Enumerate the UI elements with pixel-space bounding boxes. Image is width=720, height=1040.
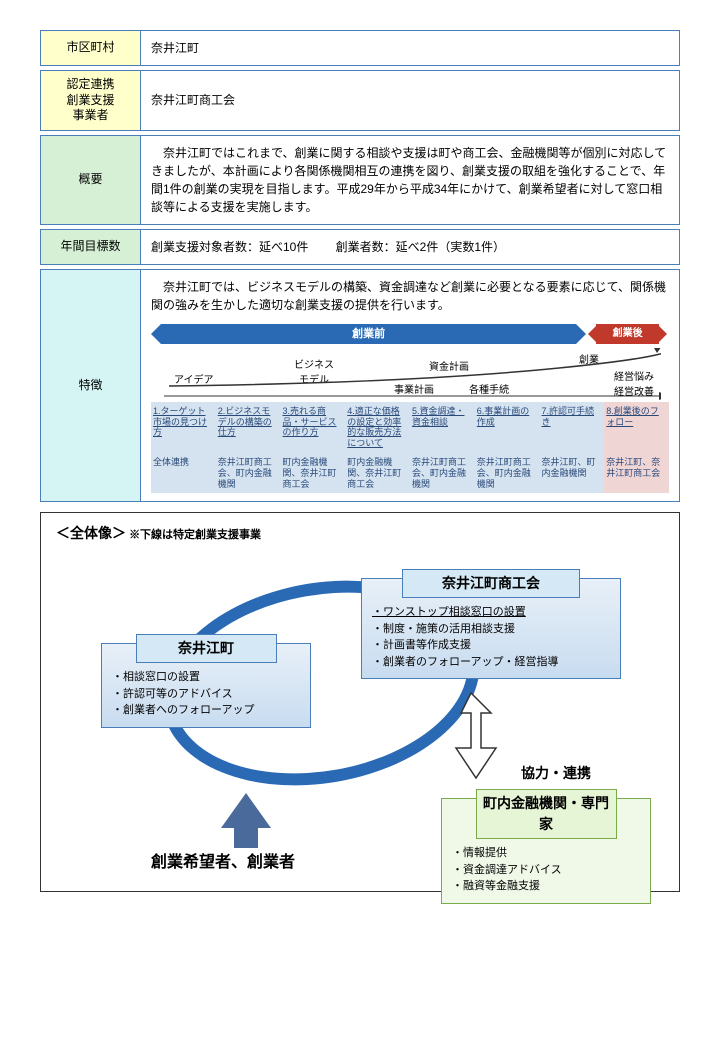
phase-h-0: 1.ターゲット市場の見つけ方 (151, 402, 216, 453)
timeline: 創業前 創業後 アイデア ビジネス モデル 資金計画 創業 経営悩み 経営改善 … (151, 324, 669, 494)
label-municipality: 市区町村 (41, 31, 141, 65)
phase-h-4: 5.資金調達・資金相談 (410, 402, 475, 453)
entity-chamber-title: 奈井江町商工会 (402, 569, 581, 598)
phase-h-1: 2.ビジネスモデルの構築の仕方 (216, 402, 281, 453)
label-certified: 認定連携 創業支援 事業者 (41, 71, 141, 130)
row-certified: 認定連携 創業支援 事業者 奈井江町商工会 (40, 70, 680, 131)
chamber-item-0: ・制度・施策の活用相談支援 (372, 621, 610, 638)
coop-arrow-icon (441, 688, 521, 788)
arrow-up-icon (221, 793, 271, 828)
entity-town-title: 奈井江町 (136, 634, 277, 663)
entity-chamber: 奈井江町商工会 ・ワンストップ相談窓口の設置 ・制度・施策の活用相談支援 ・計画… (361, 578, 621, 679)
stage-labels: アイデア ビジネス モデル 資金計画 創業 経営悩み 経営改善 事業計画 各種手… (159, 348, 661, 398)
town-item-2: ・創業者へのフォローアップ (112, 702, 300, 719)
phase-b-4: 奈井江町商工会、町内金融機関 (410, 453, 475, 493)
entity-town: 奈井江町 ・相談窓口の設置 ・許認可等のアドバイス ・創業者へのフォローアップ (101, 643, 311, 728)
phase-b-5: 奈井江町商工会、町内金融機関 (475, 453, 540, 493)
finance-item-2: ・融資等金融支援 (452, 878, 640, 895)
arrow-after: 創業後 (596, 324, 659, 344)
chamber-item-1: ・計画書等作成支援 (372, 637, 610, 654)
phase-h-2: 3.売れる商品・サービスの作り方 (281, 402, 346, 453)
finance-item-1: ・資金調達アドバイス (452, 862, 640, 879)
row-overview: 概要 奈井江町ではこれまで、創業に関する相談や支援は町や商工会、金融機関等が個別… (40, 135, 680, 225)
phase-b-3: 町内金融機関、奈井江町商工会 (345, 453, 410, 493)
entity-finance-title: 町内金融機関・専門家 (476, 789, 617, 839)
value-municipality: 奈井江町 (141, 31, 679, 65)
phase-h-6: 7.許認可手続き (540, 402, 605, 453)
phase-b-1: 奈井江町商工会、町内金融機関 (216, 453, 281, 493)
chamber-item-first: ・ワンストップ相談窓口の設置 (372, 604, 610, 621)
value-overview: 奈井江町ではこれまで、創業に関する相談や支援は町や商工会、金融機関等が個別に対応… (141, 136, 679, 224)
value-target: 創業支援対象者数：延べ10件 創業者数：延べ2件（実数1件） (141, 230, 679, 264)
bottom-label: 創業希望者、創業者 (151, 848, 295, 872)
phase-h-3: 4.適正な価格の設定と効率的な販売方法について (345, 402, 410, 453)
overall-title: ＜全体像＞ (56, 525, 126, 541)
phase-b-0: 全体連携 (151, 453, 216, 493)
row-target: 年間目標数 創業支援対象者数：延べ10件 創業者数：延べ2件（実数1件） (40, 229, 680, 265)
label-features: 特徴 (41, 270, 141, 502)
town-item-1: ・許認可等のアドバイス (112, 686, 300, 703)
row-municipality: 市区町村 奈井江町 (40, 30, 680, 66)
features-content: 奈井江町では、ビジネスモデルの構築、資金調達など創業に必要となる要素に応じて、関… (141, 270, 679, 502)
arrow-before: 創業前 (161, 324, 576, 344)
value-certified: 奈井江町商工会 (141, 71, 679, 130)
phase-grid: 1.ターゲット市場の見つけ方 2.ビジネスモデルの構築の仕方 3.売れる商品・サ… (151, 402, 669, 494)
phase-h-5: 6.事業計画の作成 (475, 402, 540, 453)
features-intro: 奈井江町では、ビジネスモデルの構築、資金調達など創業に必要となる要素に応じて、関… (151, 278, 669, 314)
coop-label: 協力・連携 (521, 763, 591, 783)
overall-note: ※下線は特定創業支援事業 (129, 529, 261, 541)
town-item-0: ・相談窓口の設置 (112, 669, 300, 686)
phase-b-6: 奈井江町、町内金融機関 (540, 453, 605, 493)
finance-item-0: ・情報提供 (452, 845, 640, 862)
label-target: 年間目標数 (41, 230, 141, 264)
label-overview: 概要 (41, 136, 141, 224)
entity-finance: 町内金融機関・専門家 ・情報提供 ・資金調達アドバイス ・融資等金融支援 (441, 798, 651, 904)
curve-svg (159, 348, 661, 408)
row-features: 特徴 奈井江町では、ビジネスモデルの構築、資金調達など創業に必要となる要素に応じ… (40, 269, 680, 503)
phase-h-7: 8.創業後のフォロー (604, 402, 669, 453)
phase-b-7: 奈井江町、奈井江町商工会 (604, 453, 669, 493)
chamber-item-2: ・創業者のフォローアップ・経営指導 (372, 654, 610, 671)
overall-diagram: ＜全体像＞ ※下線は特定創業支援事業 奈井江町 ・相談窓口の設置 ・許認可等のア… (40, 512, 680, 892)
phase-b-2: 町内金融機関、奈井江町商工会 (281, 453, 346, 493)
